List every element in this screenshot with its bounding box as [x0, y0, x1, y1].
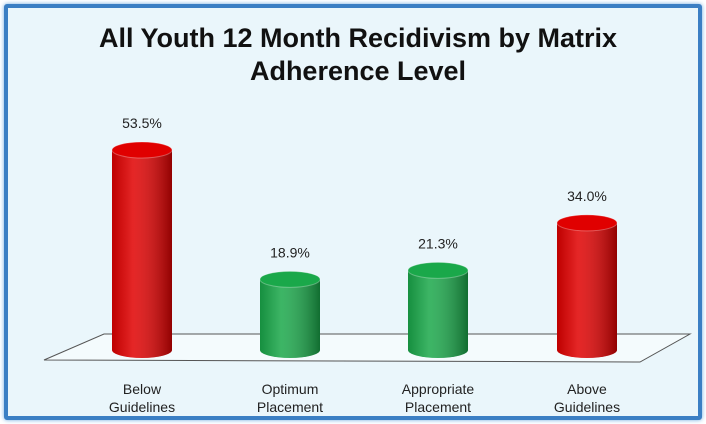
bar-top — [407, 261, 469, 279]
bar-shade — [557, 222, 617, 358]
value-label: 21.3% — [418, 235, 458, 251]
chart: 53.5% 18.9% 21.3% 34.0% — [43, 115, 692, 363]
bar-shade — [408, 270, 468, 358]
bar-top — [259, 270, 321, 288]
bar-shade — [260, 279, 320, 358]
x-tick-label: Above Guidelines — [553, 381, 621, 415]
bar-top — [556, 214, 618, 232]
floor — [43, 333, 692, 363]
bar-shade — [112, 150, 172, 358]
x-tick-label: Below Guidelines — [108, 381, 176, 415]
x-tick-label: Optimum Placement — [256, 381, 324, 415]
bar-top — [111, 141, 173, 159]
chart-title: All Youth 12 Month Recidivism by Matrix … — [98, 23, 618, 86]
chart-frame: All Youth 12 Month Recidivism by Matrix … — [4, 4, 702, 420]
value-label: 34.0% — [567, 188, 607, 204]
value-label: 18.9% — [270, 244, 310, 260]
value-label: 53.5% — [122, 115, 162, 131]
x-tick-label: Appropriate Placement — [401, 381, 475, 415]
